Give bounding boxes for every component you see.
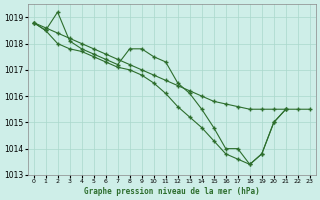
X-axis label: Graphe pression niveau de la mer (hPa): Graphe pression niveau de la mer (hPa): [84, 187, 260, 196]
